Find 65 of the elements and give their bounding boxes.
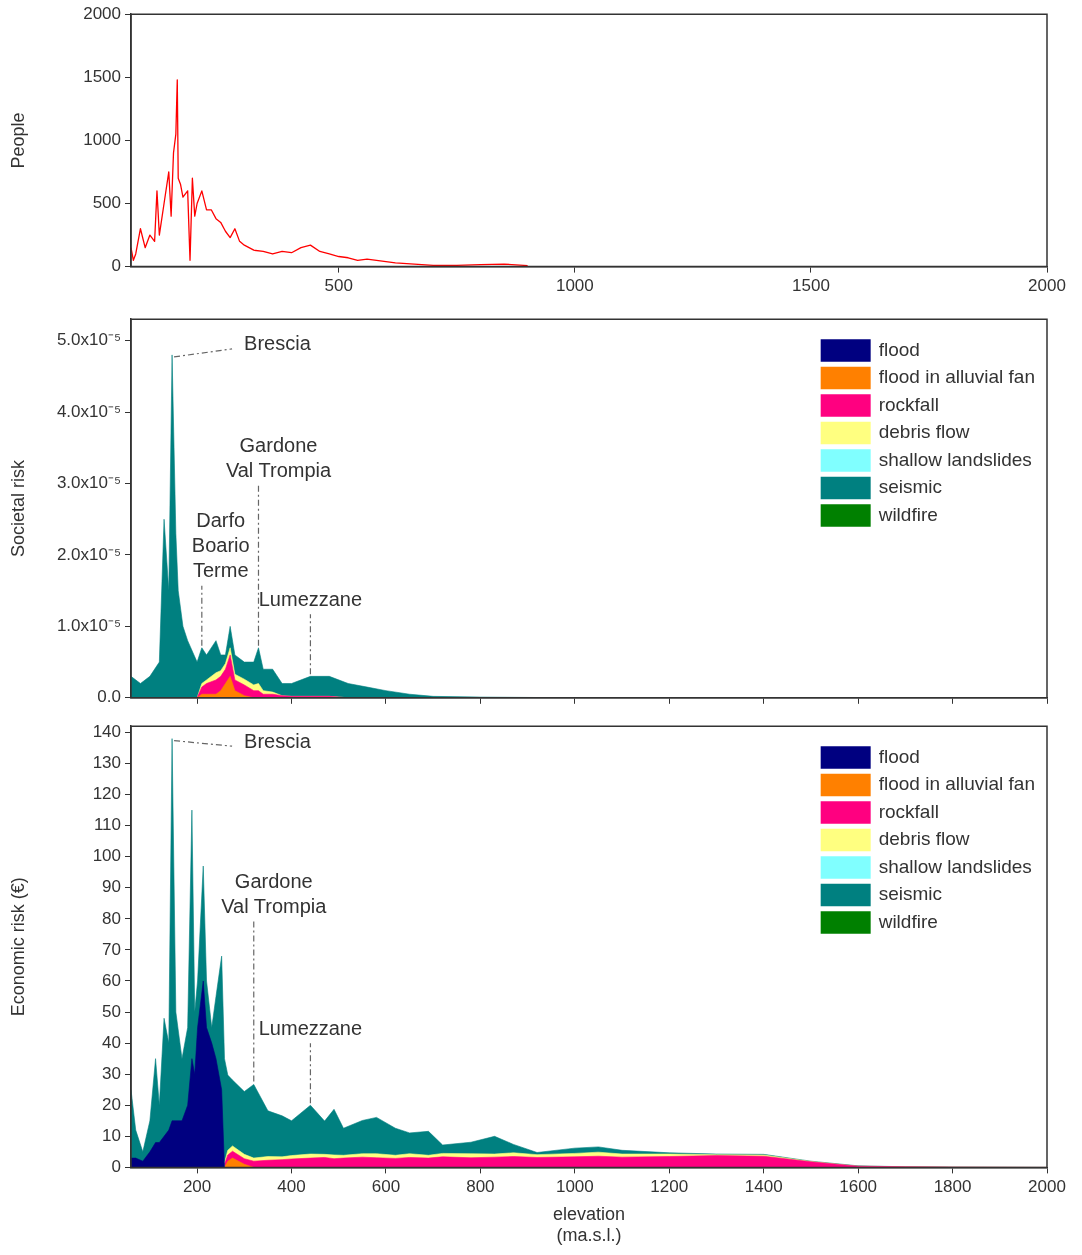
x-tick-label: 500 (324, 276, 353, 296)
annotation: Lumezzane (258, 587, 363, 610)
legend-label: debris flow (878, 828, 970, 850)
x-axis-title: elevation (ma.s.l.) (552, 1203, 626, 1246)
y-tick-label: 120 (92, 784, 121, 804)
legend-label: rockfall (878, 393, 939, 415)
x-tick-label: 2000 (1028, 276, 1066, 296)
y-tick-label: 0.0 (97, 687, 121, 707)
legend-label: debris flow (878, 421, 970, 443)
y-tick-label: 5.0x10⁻⁵ (56, 330, 121, 350)
x-tick-label: 800 (466, 1177, 495, 1197)
legend-label: rockfall (878, 800, 939, 822)
y-tick-label: 4.0x10⁻⁵ (56, 401, 121, 421)
y-tick-label: 30 (102, 1063, 121, 1083)
x-tick-label: 2000 (1028, 1177, 1066, 1197)
y-tick-label: 3.0x10⁻⁵ (56, 473, 121, 493)
annotation: Brescia (244, 332, 312, 355)
legend-label: wildfire (877, 910, 938, 932)
x-tick-label: 1400 (744, 1177, 783, 1197)
x-tick-label: 1600 (839, 1177, 878, 1197)
legend-label: shallow landslides (878, 448, 1032, 470)
y-axis-title: Societal risk (7, 458, 28, 558)
annotation: Gardone Val Trompia (225, 434, 332, 482)
y-tick-label: 10 (102, 1126, 121, 1146)
legend-label: flood in alluvial fan (878, 366, 1035, 388)
y-tick-label: 2.0x10⁻⁵ (56, 544, 121, 564)
annotation: Brescia (244, 729, 312, 752)
x-tick-label: 1000 (555, 276, 594, 296)
y-tick-label: 1.0x10⁻⁵ (56, 616, 121, 636)
y-tick-label: 80 (102, 908, 121, 928)
legend-label: wildfire (877, 503, 938, 525)
y-tick-label: 60 (102, 970, 121, 990)
x-tick-label: 1200 (650, 1177, 689, 1197)
x-tick-label: 1800 (933, 1177, 972, 1197)
annotation: Darfo Boario Terme (191, 509, 250, 582)
y-tick-label: 140 (92, 722, 121, 742)
y-tick-label: 70 (102, 939, 121, 959)
y-tick-label: 1000 (83, 130, 121, 150)
y-tick-label: 40 (102, 1032, 121, 1052)
y-tick-label: 0 (111, 256, 121, 276)
annotation: Lumezzane (258, 1016, 363, 1039)
x-tick-label: 200 (182, 1177, 212, 1197)
x-tick-label: 400 (277, 1177, 306, 1197)
y-tick-label: 100 (92, 846, 121, 866)
legend-label: seismic (878, 883, 943, 905)
y-tick-label: 110 (93, 815, 121, 835)
y-tick-label: 20 (102, 1094, 121, 1114)
y-tick-label: 0 (111, 1157, 121, 1177)
x-tick-label: 1500 (792, 276, 830, 296)
y-tick-label: 2000 (83, 3, 121, 23)
y-tick-label: 130 (92, 753, 121, 773)
y-tick-label: 1500 (83, 66, 121, 86)
x-tick-label: 1000 (555, 1177, 594, 1197)
legend-label: flood (878, 338, 920, 360)
y-axis-title: Economic risk (€) (7, 877, 28, 1017)
legend-label: flood in alluvial fan (878, 773, 1035, 795)
y-axis-title: People (7, 112, 28, 169)
legend-label: flood (878, 745, 920, 767)
legend-label: seismic (878, 476, 943, 498)
legend-label: shallow landslides (878, 855, 1032, 877)
annotation: Gardone Val Trompia (221, 870, 328, 918)
y-tick-label: 50 (102, 1001, 121, 1021)
y-tick-label: 500 (92, 193, 121, 213)
x-tick-label: 600 (371, 1177, 401, 1197)
y-tick-label: 90 (102, 877, 121, 897)
